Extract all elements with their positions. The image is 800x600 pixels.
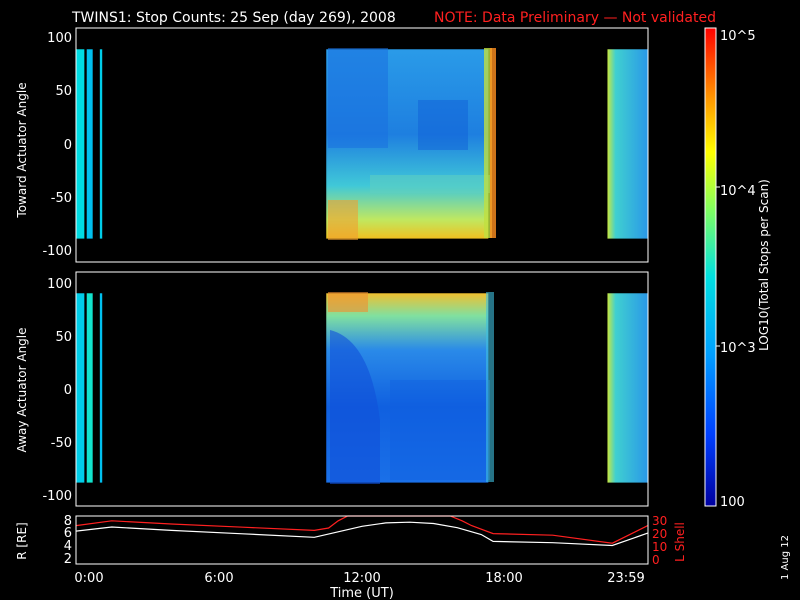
away-interval-4	[607, 293, 648, 483]
toward-ytick-neg100: -100	[42, 244, 72, 259]
orbit-right-axis: 30 20 10 0	[652, 514, 667, 567]
colorbar-tick-1e5: 10^5	[720, 29, 756, 44]
orbit-rtick-30: 30	[652, 514, 667, 528]
colorbar: 10^5 10^4 10^3 100 LOG10(Total Stops per…	[704, 27, 771, 510]
time-axis: 0:00 6:00 12:00 18:00 23:59 Time (UT)	[74, 571, 644, 600]
chart-title: TWINS1: Stop Counts: 25 Sep (day 269), 2…	[71, 10, 396, 26]
away-ytick-50: 50	[55, 330, 72, 345]
time-axis-label: Time (UT)	[329, 586, 394, 600]
time-tick-6: 6:00	[204, 571, 233, 586]
preliminary-note: NOTE: Data Preliminary — Not validated	[434, 10, 716, 26]
colorbar-tick-1e3: 10^3	[720, 341, 756, 356]
toward-ytick-100: 100	[47, 31, 72, 46]
time-tick-0: 0:00	[74, 571, 103, 586]
colorbar-gradient	[704, 27, 717, 507]
away-interval-0	[76, 293, 85, 483]
orbit-ltick-4: 4	[64, 539, 72, 554]
away-ytick-100: 100	[47, 277, 72, 292]
toward-interval-2	[99, 49, 103, 239]
orbit-left-axis: 8 6 4 2	[64, 514, 72, 567]
away-interval-2	[99, 293, 103, 483]
orbit-rtick-20: 20	[652, 527, 667, 541]
colorbar-tick-1e4: 10^4	[720, 184, 756, 199]
date-stamp: 1 Aug 12	[780, 535, 791, 580]
time-tick-2359: 23:59	[607, 571, 644, 586]
away-ytick-neg50: -50	[51, 436, 72, 451]
away-interval-1	[86, 293, 93, 483]
away-ytick-0: 0	[64, 383, 72, 398]
time-tick-12: 12:00	[343, 571, 380, 586]
away-y-axis: 100 50 0 -50 -100	[42, 277, 72, 504]
toward-interval-4	[607, 49, 648, 239]
toward-ylabel: Toward Actuator Angle	[15, 82, 29, 218]
orbit-ltick-6: 6	[64, 526, 72, 541]
orbit-rtick-10: 10	[652, 540, 667, 554]
away-frame	[75, 271, 649, 507]
toward-ytick-0: 0	[64, 138, 72, 153]
orbit-panel: 8 6 4 2 R [RE] 30 20 10 0 L Shell	[15, 514, 687, 567]
toward-ytick-50: 50	[55, 84, 72, 99]
orbit-right-label: L Shell	[673, 522, 687, 562]
away-texture	[328, 292, 494, 484]
toward-panel: 100 50 0 -50 -100 Toward Actuator Angle	[15, 27, 649, 263]
away-panel: 100 50 0 -50 -100 Away Actuator Angle	[15, 271, 649, 507]
colorbar-label: LOG10(Total Stops per Scan)	[757, 179, 771, 351]
toward-interval-1	[86, 49, 93, 239]
orbit-rtick-0: 0	[652, 553, 660, 567]
orbit-ltick-2: 2	[64, 552, 72, 567]
orbit-frame	[75, 515, 649, 565]
toward-ytick-neg50: -50	[51, 191, 72, 206]
orbit-r-line	[75, 521, 648, 547]
toward-texture	[328, 48, 496, 240]
toward-frame	[75, 27, 649, 263]
orbit-left-label: R [RE]	[15, 522, 29, 559]
away-ytick-neg100: -100	[42, 489, 72, 504]
colorbar-tick-100: 100	[720, 495, 745, 510]
toward-interval-0	[76, 49, 85, 239]
toward-y-axis: 100 50 0 -50 -100	[42, 31, 72, 259]
away-ylabel: Away Actuator Angle	[15, 327, 29, 452]
orbit-ltick-8: 8	[64, 514, 72, 529]
time-tick-18: 18:00	[485, 571, 522, 586]
